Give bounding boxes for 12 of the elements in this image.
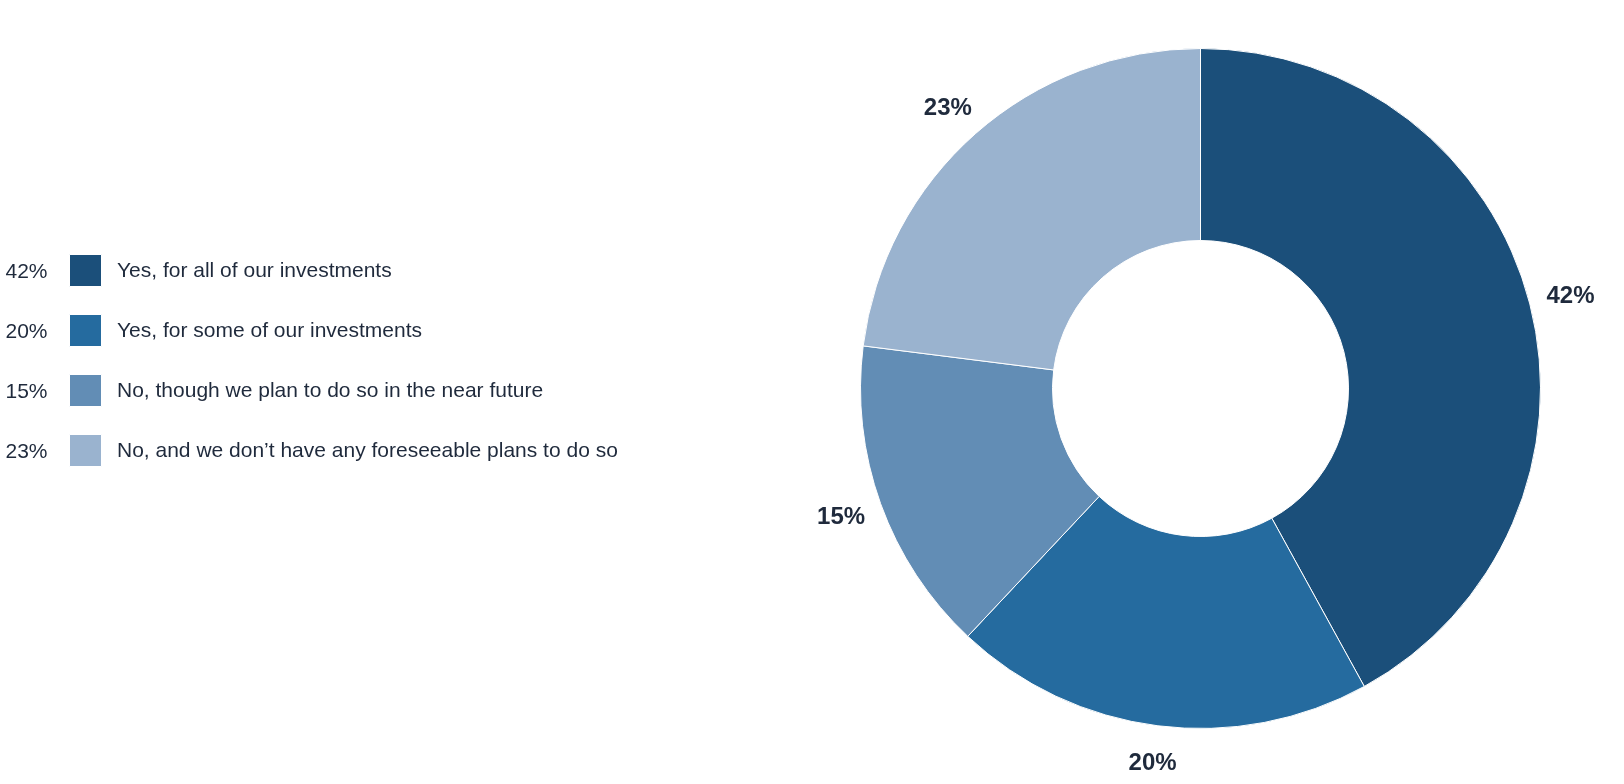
legend-label: No, and we don’t have any foreseeable plans to do so xyxy=(117,438,618,462)
legend-label: Yes, for all of our investments xyxy=(117,258,392,282)
legend-label: No, though we plan to do so in the near future xyxy=(117,378,544,402)
data-label: 20% xyxy=(1128,748,1177,776)
data-label: 15% xyxy=(817,502,866,530)
legend-label: Yes, for some of our investments xyxy=(117,318,423,342)
text: 20% xyxy=(5,319,48,342)
data-label: 23% xyxy=(923,92,972,120)
data-label: 42% xyxy=(1546,281,1595,309)
text: 42% xyxy=(5,259,48,282)
text: 15% xyxy=(5,379,48,402)
text: 23% xyxy=(5,439,48,462)
